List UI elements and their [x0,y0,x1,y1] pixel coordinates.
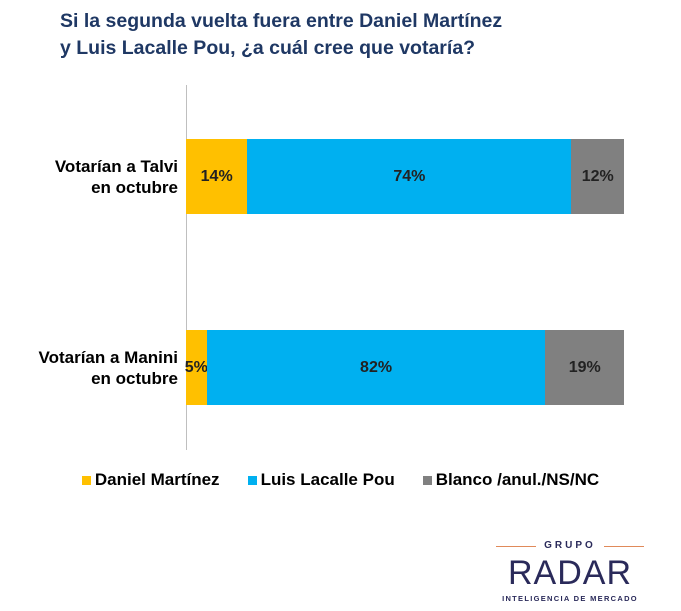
data-label: 5% [184,358,208,376]
category-label-line: en octubre [91,368,178,388]
logo-tagline: INTELIGENCIA DE MERCADO [502,594,638,603]
logo-grupo: GRUPO [490,540,650,552]
bar-segment: 12% [571,139,624,214]
category-label-line: Votarían a Manini [38,347,179,367]
y-axis-line [186,85,187,450]
data-label: 19% [568,358,601,376]
legend-swatch [247,475,257,485]
logo-radar: RADAR [507,554,633,592]
bar-segment: 5% [184,330,208,405]
chart-title-line-2: y Luis Lacalle Pou, ¿a cuál cree que vot… [60,37,476,59]
data-label: 74% [393,167,426,185]
bar-segment: 74% [247,139,572,214]
legend-item: Luis Lacalle Pou [247,470,395,490]
chart-title-line-1: Si la segunda vuelta fuera entre Daniel … [60,10,503,32]
category-label-line: en octubre [91,177,178,197]
bar-segment: 82% [206,330,546,405]
legend: Daniel Martínez Luis Lacalle Pou Blanco /a… [0,470,681,490]
category-label: Votarían a Talvi en octubre [0,156,178,198]
legend-label: Daniel Martínez [94,470,220,489]
legend-item: Blanco /anul./NS/NC [422,470,600,490]
legend-swatch [81,475,91,485]
legend-label: Blanco /anul./NS/NC [435,470,600,489]
legend-item: Daniel Martínez [81,470,220,490]
grupo-radar-logo: GRUPO RADAR INTELIGENCIA DE MERCADO [490,540,650,604]
bar-segment: 19% [545,330,624,405]
legend-swatch [422,475,432,485]
chart-title: Si la segunda vuelta fuera entre Daniel … [60,8,620,62]
data-label: 82% [360,358,393,376]
bar-segment: 14% [186,139,248,214]
legend-label: Luis Lacalle Pou [260,470,395,489]
category-label: Votarían a Manini en octubre [0,347,179,389]
data-label: 12% [581,167,614,185]
category-label-line: Votarían a Talvi [54,156,178,176]
data-label: 14% [200,167,233,185]
